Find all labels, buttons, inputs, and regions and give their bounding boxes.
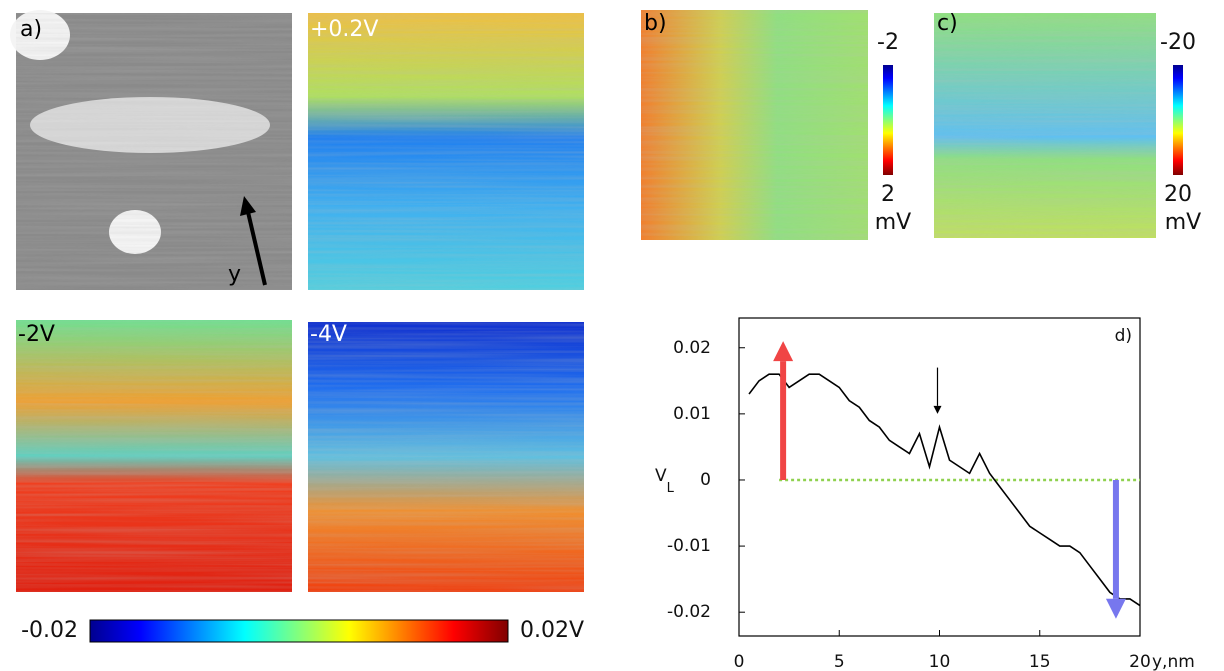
colorbar-tick-label: -20 — [1160, 30, 1196, 55]
direction-label: y — [228, 262, 241, 287]
annotation-arrowhead — [1105, 598, 1126, 619]
panel-label: b) — [644, 11, 667, 36]
y-axis-label-subscript: L — [667, 481, 675, 496]
images: y — [10, 10, 1156, 592]
colorbar-unit: mV — [1165, 210, 1201, 235]
panel-label: +0.2V — [310, 17, 378, 42]
x-tick-label: 5 — [834, 652, 845, 671]
y-tick-label: 0.01 — [673, 404, 711, 424]
colorbar-tick-label: 20 — [1164, 182, 1192, 207]
direction-arrowhead — [240, 196, 256, 216]
y-tick-label: -0.02 — [667, 602, 711, 622]
colorbar — [883, 65, 893, 175]
y-axis-label: VL — [655, 466, 675, 496]
annotation-arrowhead — [773, 341, 794, 362]
x-tick-label: 10 — [929, 652, 951, 671]
y-tick-label: 0 — [700, 470, 711, 490]
x-tick-label: 0 — [734, 652, 745, 671]
colorbar-tick-label: 2 — [881, 182, 895, 207]
x-tick-label: 20 — [1129, 652, 1151, 671]
plot-frame — [738, 317, 1141, 637]
colorbar-tick-label: 0.02V — [520, 618, 584, 643]
colorbar — [1173, 65, 1183, 175]
direction-arrow — [246, 211, 267, 286]
x-axis-label: y,nm — [1152, 652, 1195, 671]
colorbar-tick-label: -0.02 — [21, 618, 78, 643]
panel-label: -2V — [18, 322, 55, 347]
data-line — [748, 373, 1141, 607]
texture — [16, 10, 1156, 592]
panel-label: a) — [20, 17, 42, 42]
line-chart: d) 0 5 10 15 20 0.02 0.01 0 -0.01 -0.02 y,nm VL — [655, 317, 1195, 671]
colorbar-tick-label: -2 — [877, 30, 899, 55]
panel-label: c) — [937, 11, 958, 36]
y-tick-label: 0.02 — [673, 338, 711, 358]
y-axis-label-symbol: V — [655, 466, 667, 486]
x-tick-label: 15 — [1029, 652, 1051, 671]
colorbar-unit: mV — [875, 210, 911, 235]
colorbar — [89, 619, 509, 643]
y-tick-label: -0.01 — [667, 536, 711, 556]
panel-label: d) — [1115, 326, 1132, 346]
annotation-arrowhead — [933, 405, 942, 414]
panel-label: -4V — [310, 322, 347, 347]
